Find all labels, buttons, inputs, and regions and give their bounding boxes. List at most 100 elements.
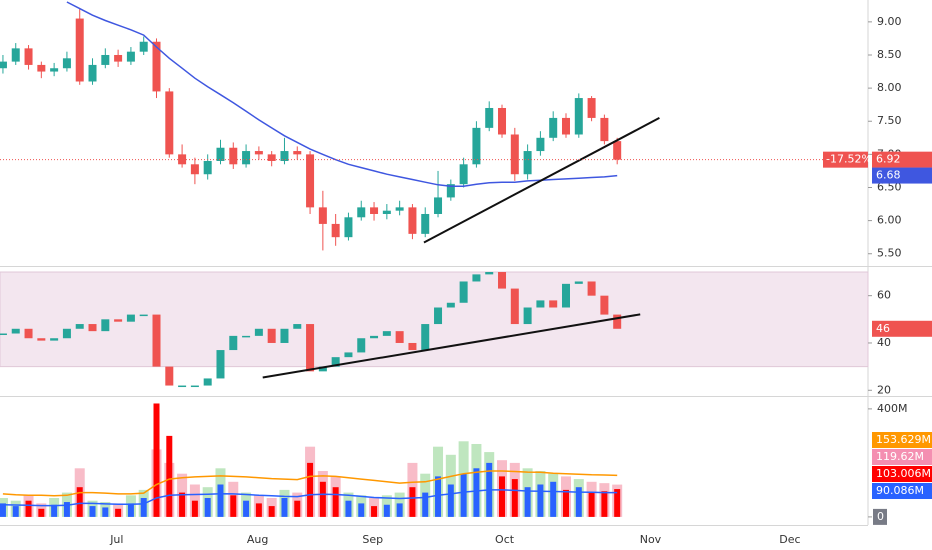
rsi-bar xyxy=(510,288,519,325)
candle-body xyxy=(229,147,238,165)
candle-body xyxy=(472,127,481,165)
volume-bar xyxy=(332,487,339,517)
candle-body xyxy=(459,164,468,185)
volume-secondary-label-box xyxy=(872,449,932,465)
volume-bar xyxy=(371,506,378,517)
rsi-bar xyxy=(280,328,289,343)
volume-bar xyxy=(460,473,467,517)
volume-bar xyxy=(447,484,454,517)
volume-bar xyxy=(473,468,480,517)
trendline xyxy=(262,313,641,379)
rsi-bar xyxy=(229,335,238,351)
candle-body xyxy=(139,41,148,52)
candle-body xyxy=(536,137,545,152)
volume-bar xyxy=(537,484,544,517)
y-tick-label: 7.50 xyxy=(877,114,902,127)
candle-body xyxy=(280,151,289,161)
rsi-bar xyxy=(574,281,583,284)
candle-body xyxy=(600,117,609,142)
candle-body xyxy=(408,207,417,234)
rsi-bar xyxy=(536,300,545,308)
volume-bar xyxy=(383,504,390,517)
volume-bar xyxy=(243,500,250,517)
candle-body xyxy=(549,117,558,138)
candle-body xyxy=(62,58,71,69)
candle-body xyxy=(306,154,315,208)
rsi-bar xyxy=(62,328,71,339)
rsi-band xyxy=(0,271,869,368)
candle-body xyxy=(331,223,340,238)
change-box xyxy=(823,151,868,168)
volume-bar xyxy=(38,508,45,517)
volume-bar xyxy=(524,487,531,517)
candle-body xyxy=(203,160,212,175)
y-tick-label: 0 xyxy=(877,510,884,523)
candle-body xyxy=(75,18,84,82)
y-tick-label: 9.00 xyxy=(877,15,902,28)
x-tick-label: Nov xyxy=(640,533,662,546)
rsi-bar xyxy=(357,338,366,353)
volume-bar xyxy=(140,497,147,517)
candle-body xyxy=(178,154,187,165)
volume-bar xyxy=(396,503,403,517)
y-tick-label: 8.00 xyxy=(877,81,902,94)
volume-bar xyxy=(511,479,518,517)
y-tick-label: 8.50 xyxy=(877,48,902,61)
volume-bar xyxy=(191,500,198,517)
candle-body xyxy=(254,151,263,155)
rsi-bar xyxy=(88,324,97,332)
rsi-bar xyxy=(101,319,110,332)
rsi-bar xyxy=(434,307,443,325)
candle-body xyxy=(0,61,7,69)
rsi-bar xyxy=(561,283,570,308)
x-tick-label: Sep xyxy=(362,533,383,546)
volume-bar xyxy=(345,500,352,517)
volume-bar xyxy=(255,503,262,517)
y-tick-label: 5.50 xyxy=(877,247,902,260)
volume-bar xyxy=(294,500,301,517)
candle-body xyxy=(370,207,379,214)
volume-bar xyxy=(550,481,557,517)
rsi-value: 46 xyxy=(876,322,890,335)
volume-bar xyxy=(204,497,211,517)
x-tick-label: Dec xyxy=(779,533,800,546)
candle-body xyxy=(344,217,353,238)
rsi-bar xyxy=(344,352,353,358)
volume-bar xyxy=(230,495,237,517)
candle-body xyxy=(126,51,135,62)
volume-ma xyxy=(2,489,618,507)
candle-body xyxy=(318,207,327,224)
rsi-bar xyxy=(408,342,417,351)
volume-bar xyxy=(115,508,122,517)
volume-secondary-label: 119.62M xyxy=(876,450,924,463)
rsi-bar xyxy=(293,324,302,329)
candle-body xyxy=(242,151,251,165)
volume-bar xyxy=(614,489,621,517)
rsi-bar xyxy=(37,338,46,341)
volume-label-box xyxy=(872,466,932,482)
rsi-bar xyxy=(421,324,430,351)
volume-bar xyxy=(409,487,416,517)
candle-body xyxy=(293,151,302,155)
rsi-bar xyxy=(242,335,251,338)
rsi-bar xyxy=(11,328,20,334)
candle-body xyxy=(498,107,507,135)
volume-label: 103.006M xyxy=(876,467,931,480)
volume-ma-label-box xyxy=(872,432,932,448)
candle-body xyxy=(357,207,366,218)
rsi-bar xyxy=(382,331,391,336)
volume-bar xyxy=(307,462,314,517)
rsi-bar xyxy=(203,378,212,386)
rsi-bar xyxy=(459,281,468,303)
y-tick-label: 40 xyxy=(877,336,891,349)
y-tick-label: 6.00 xyxy=(877,214,902,227)
candle-body xyxy=(523,151,532,175)
rsi-bar xyxy=(216,350,225,379)
volume-bar xyxy=(51,504,58,517)
zero-box xyxy=(873,508,887,525)
rsi-bar xyxy=(600,295,609,315)
y-tick-label: 400M xyxy=(877,402,908,415)
rsi-bar xyxy=(395,331,404,343)
volume-bar xyxy=(102,507,109,517)
